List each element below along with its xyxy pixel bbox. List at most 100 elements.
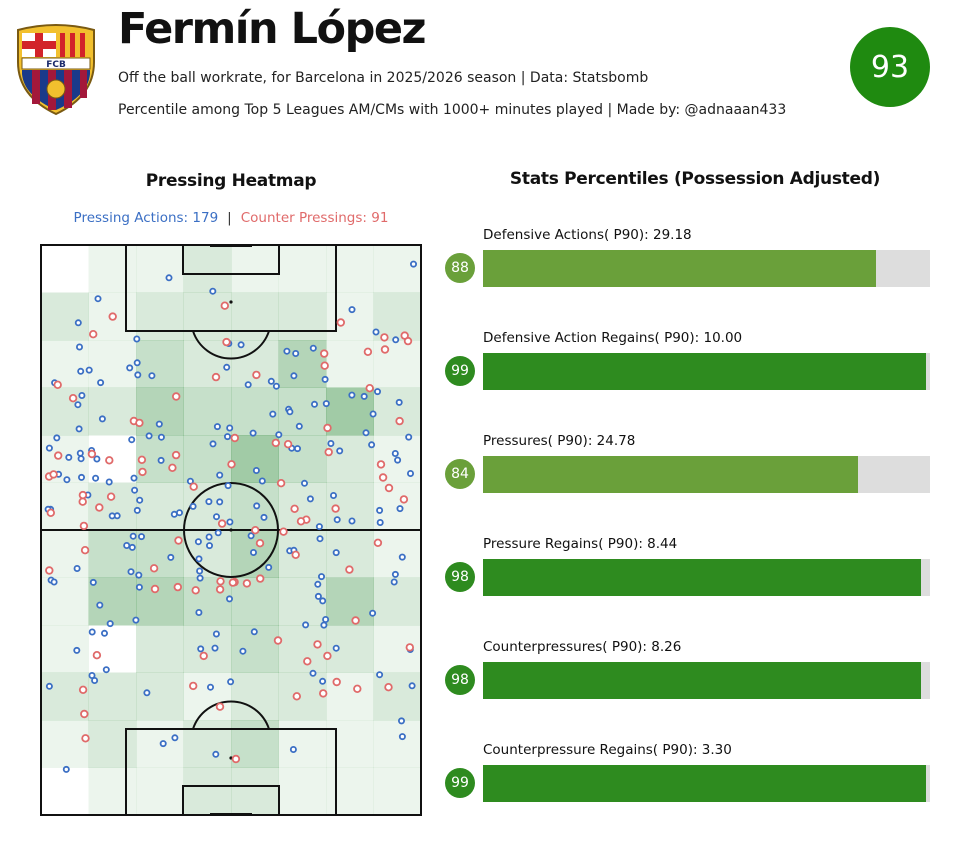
counter-pressing-dot	[279, 527, 288, 536]
pressing-action-dot	[127, 568, 135, 576]
pressing-action-dot	[211, 644, 219, 652]
pressing-action-dot	[226, 518, 234, 526]
pressing-action-dot	[332, 549, 340, 557]
heat-cell	[88, 720, 137, 768]
heat-cell	[136, 625, 184, 673]
counter-pressing-dot	[252, 370, 261, 380]
counter-pressing-dot	[290, 504, 299, 513]
pressing-action-dot	[216, 471, 224, 479]
pressing-action-dot	[205, 533, 213, 541]
pressing-action-dot	[252, 466, 260, 474]
counter-pressing-dot	[228, 578, 238, 587]
counter-pressing-dot	[273, 636, 283, 645]
counter-pressing-dot	[108, 312, 117, 321]
counter-pressing-dot	[68, 393, 78, 403]
heat-cell	[183, 767, 232, 816]
pressing-action-dot	[322, 400, 330, 408]
heat-cell	[326, 577, 374, 626]
pressing-action-dot	[78, 391, 86, 399]
percentile-track	[483, 353, 930, 390]
heat-cell	[41, 720, 89, 768]
heat-cell	[41, 292, 89, 341]
pressing-action-dot	[105, 478, 113, 486]
heat-cell	[373, 720, 422, 768]
counter-pressing-dot	[231, 754, 241, 764]
counter-pressing-dot	[80, 546, 90, 555]
stat-label: Defensive Actions( P90): 29.18	[483, 227, 692, 243]
counter-pressing-dot	[106, 492, 116, 501]
pressing-action-dot	[189, 502, 197, 510]
percentile-track	[483, 559, 930, 596]
pressing-action-dot	[76, 449, 84, 457]
pressing-action-dot	[108, 512, 116, 520]
heat-cell	[41, 245, 89, 293]
counter-pressing-dot	[376, 460, 386, 469]
pressing-action-dot	[249, 548, 257, 556]
pressing-action-dot	[157, 456, 165, 464]
pressing-action-dot	[372, 328, 380, 336]
counter-pressing-dot	[168, 463, 177, 472]
heat-cell	[136, 245, 184, 293]
counter-pressing-dot	[365, 383, 374, 393]
stat-label: Pressure Regains( P90): 8.44	[483, 536, 678, 552]
pressing-action-dot	[223, 433, 231, 441]
pressing-action-dot	[369, 410, 377, 418]
counter-pressing-dot	[345, 565, 354, 574]
counter-pressing-dot	[384, 683, 393, 692]
counter-pressing-dot	[395, 416, 404, 426]
percentile-bar	[483, 250, 877, 287]
heat-cell	[41, 768, 89, 816]
pressing-action-dot	[45, 682, 53, 690]
heat-cell	[278, 387, 327, 436]
pressing-action-dot	[53, 434, 61, 442]
heat-cell	[136, 340, 184, 388]
pressing-action-dot	[327, 439, 335, 447]
counter-pressing-dot	[380, 345, 390, 354]
pressing-action-dot	[362, 429, 370, 437]
pressing-action-dot	[159, 740, 167, 748]
pressing-action-dot	[275, 431, 283, 439]
pressing-action-dot	[76, 343, 84, 351]
heat-cell	[89, 625, 137, 673]
pressing-action-dot	[96, 601, 104, 609]
pressing-action-dot	[170, 510, 178, 518]
stat-label: Counterpressure Regains( P90): 3.30	[483, 742, 732, 758]
heat-cell	[231, 245, 279, 293]
pressing-action-dot	[286, 408, 294, 416]
counter-pressing-dot	[95, 503, 104, 512]
stat-row: Defensive Action Regains( P90): 10.00 99	[445, 330, 935, 400]
heat-cell	[278, 245, 327, 293]
pressing-action-dot	[391, 570, 399, 578]
counter-pressing-dot	[220, 301, 229, 310]
pressing-action-dot	[272, 382, 280, 390]
heat-cell	[373, 530, 422, 578]
pressing-action-dot	[209, 287, 217, 295]
heat-cell	[136, 482, 184, 531]
legend-pressing-actions: Pressing Actions: 179	[73, 210, 219, 226]
percentile-badge: 98	[445, 562, 475, 592]
pressing-action-dot	[74, 401, 82, 409]
percentile-bar	[483, 456, 859, 493]
pressing-action-dot	[213, 423, 221, 431]
percentile-badge: 99	[445, 356, 475, 386]
pressing-action-dot	[91, 676, 99, 684]
percentile-bar	[483, 662, 922, 699]
pressing-action-dot	[397, 717, 405, 725]
counter-pressing-dot	[283, 439, 293, 449]
heatmap-legend: Pressing Actions: 179 | Counter Pressings:…	[40, 210, 422, 226]
percentile-badge: 88	[445, 253, 475, 283]
pressing-action-dot	[45, 444, 53, 452]
pressing-action-dot	[77, 455, 85, 463]
pressing-action-dot	[223, 363, 231, 371]
heat-cell	[373, 292, 422, 341]
heat-cell	[41, 625, 89, 673]
counter-pressing-dot	[324, 447, 333, 457]
counter-pressing-dot	[351, 616, 360, 625]
pressing-action-dot	[126, 364, 134, 372]
pressing-action-dot	[216, 498, 224, 506]
pressing-action-dot	[320, 621, 328, 629]
pressing-action-dot	[196, 574, 204, 582]
heat-cell	[136, 672, 184, 721]
counter-pressing-dot	[222, 337, 231, 347]
pressing-action-dot	[102, 666, 110, 674]
